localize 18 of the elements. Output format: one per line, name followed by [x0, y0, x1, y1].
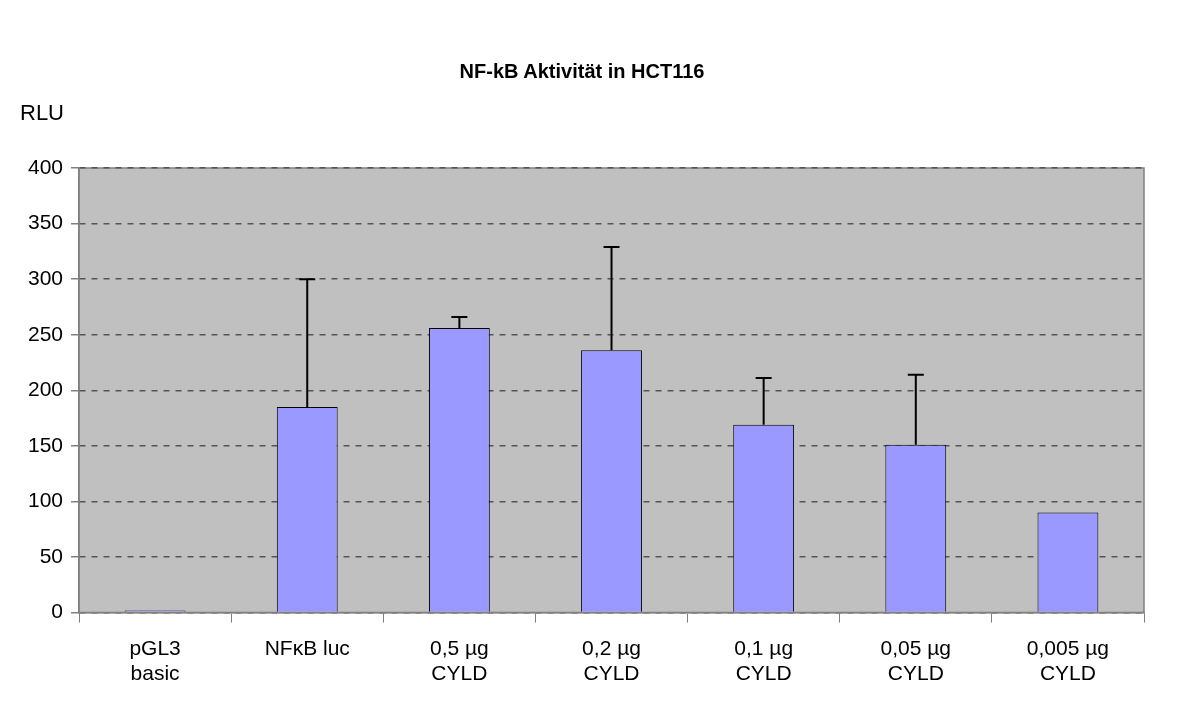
y-tick-label: 250	[27, 321, 64, 345]
y-tick-label: 100	[27, 488, 64, 512]
x-tick-label: pGL3 basic	[129, 636, 181, 685]
x-tick-label: 0,1 µg CYLD	[734, 636, 794, 685]
y-tick-label: 0	[51, 599, 64, 623]
y-tick-label: 300	[27, 265, 64, 289]
y-axis-title: RLU	[20, 100, 65, 126]
y-tick-label: 350	[27, 210, 64, 234]
x-tick-label: 0,05 µg CYLD	[880, 636, 952, 685]
x-tick-label: 0,005 µg CYLD	[1026, 636, 1110, 685]
x-tick-label: NFκB luc	[264, 636, 350, 659]
chart-title: NF-kB Aktivität in HCT116	[459, 59, 705, 82]
x-tick-label: 0,2 µg CYLD	[582, 636, 641, 685]
y-tick-label: 50	[39, 543, 64, 567]
y-tick-label: 400	[27, 154, 64, 178]
y-tick-label: 200	[27, 377, 64, 401]
y-tick-label: 150	[27, 432, 64, 456]
x-tick-label: 0,5 µg CYLD	[429, 636, 489, 685]
